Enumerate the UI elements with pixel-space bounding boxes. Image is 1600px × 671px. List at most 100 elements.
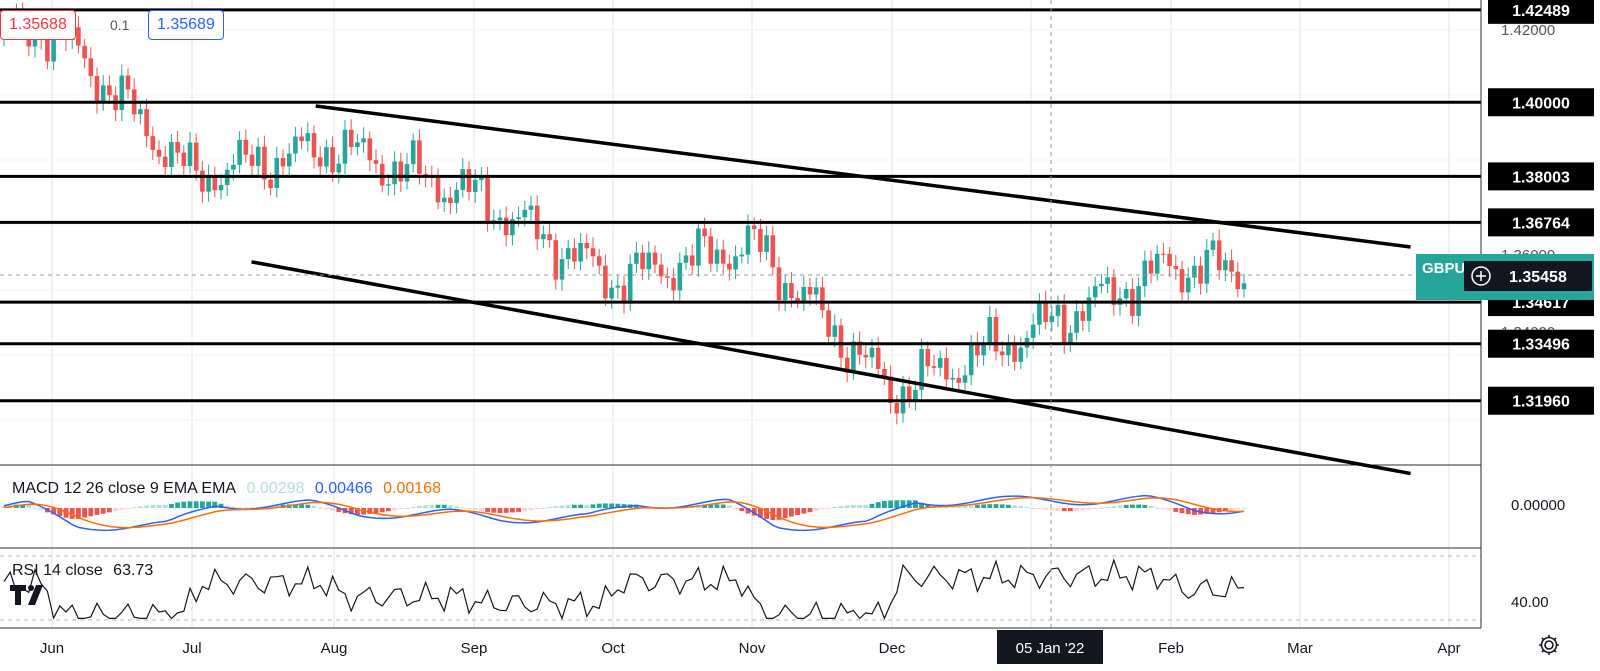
- candle-body: [1173, 266, 1179, 270]
- candle-body: [255, 146, 261, 166]
- candle-body: [615, 285, 621, 288]
- candle-body: [100, 85, 106, 104]
- macd-histogram-bar: [1192, 508, 1197, 515]
- macd-histogram-bar: [925, 504, 931, 508]
- candle-body: [88, 58, 94, 77]
- macd-histogram-bar: [454, 506, 459, 508]
- candle-body: [968, 343, 974, 376]
- macd-histogram-bar: [919, 502, 924, 508]
- candle-body: [541, 234, 546, 240]
- candle-body: [1006, 344, 1011, 356]
- candle-body: [621, 285, 627, 304]
- macd-histogram-bar: [1117, 505, 1123, 508]
- candle-body: [330, 147, 335, 173]
- macd-histogram-bar: [832, 507, 838, 509]
- macd-histogram-bar: [1111, 506, 1117, 508]
- macd-signal-value: 0.00168: [383, 480, 441, 497]
- candle-body: [119, 75, 125, 111]
- candle-body: [497, 217, 503, 221]
- macd-histogram-bar: [1099, 507, 1104, 509]
- time-label: Dec: [879, 640, 906, 657]
- time-label: Mar: [1287, 640, 1313, 657]
- candle-body: [348, 129, 354, 147]
- macd-histogram-bar: [1092, 508, 1098, 509]
- candle-body: [1241, 283, 1247, 290]
- macd-histogram-bar: [231, 506, 236, 508]
- time-axis[interactable]: Jun Jul Aug Sep Oct Nov Dec 05 Jan '22 F…: [0, 627, 1600, 671]
- candle-body: [658, 264, 664, 277]
- macd-histogram-bar: [429, 504, 435, 508]
- buy-price-button[interactable]: 1.35689: [148, 10, 224, 40]
- gear-icon[interactable]: [1536, 632, 1562, 658]
- candle-body: [94, 76, 100, 104]
- candle-body: [553, 240, 559, 280]
- level-label-bg: [1488, 0, 1594, 24]
- candle-body: [454, 189, 459, 204]
- macd-histogram-bar: [88, 508, 94, 517]
- macd-histogram-bar: [119, 508, 125, 510]
- time-label: Nov: [739, 640, 766, 657]
- macd-histogram-bar: [714, 504, 720, 508]
- macd-histogram-bar: [702, 504, 707, 508]
- macd-histogram-bar: [1161, 508, 1166, 510]
- macd-histogram-bar: [745, 508, 751, 514]
- horizontal-levels[interactable]: [0, 8, 1481, 403]
- level-labels: 1.424891.400001.380031.367641.346171.334…: [1488, 0, 1594, 415]
- macd-histogram-bar: [1061, 508, 1067, 512]
- macd-histogram-bar: [565, 504, 571, 508]
- plus-circle-icon[interactable]: [1471, 266, 1491, 286]
- candle-body: [894, 402, 900, 414]
- candle-body: [231, 164, 236, 170]
- rsi-legend[interactable]: RSI 14 close 63.73: [12, 562, 159, 580]
- candle-body: [888, 376, 893, 403]
- crosshair-date: 05 Jan '22: [1016, 640, 1085, 657]
- macd-histogram-bar: [950, 506, 955, 508]
- macd-histogram-bar: [181, 501, 187, 508]
- macd-histogram-bar: [224, 505, 230, 508]
- macd-histogram-bar: [212, 501, 218, 508]
- macd-histogram-bar: [1235, 508, 1241, 509]
- candle-body: [528, 205, 534, 210]
- candle-body: [1061, 304, 1067, 344]
- macd-histogram-bar: [640, 506, 645, 508]
- candle-body: [572, 248, 577, 262]
- sell-price-button[interactable]: 1.35688: [0, 10, 76, 40]
- candle-body: [875, 347, 881, 369]
- candle-body: [999, 351, 1005, 356]
- macd-histogram-bar: [187, 501, 193, 508]
- macd-histogram-bar: [249, 507, 255, 509]
- candle-body: [950, 377, 955, 380]
- candle-body: [76, 27, 81, 46]
- macd-histogram-bar: [57, 508, 63, 517]
- macd-legend[interactable]: MACD 12 26 close 9 EMA EMA 0.00298 0.004…: [12, 480, 447, 498]
- candle-body: [398, 161, 404, 182]
- channel-lower-line: [251, 260, 1411, 476]
- macd-histogram-bar: [82, 508, 87, 518]
- candle-body: [460, 169, 466, 190]
- rsi-line: [3, 558, 1245, 621]
- trend-channel[interactable]: [251, 104, 1411, 476]
- macd-histogram-bar: [156, 504, 162, 508]
- candle-body: [466, 169, 472, 193]
- candle-body: [479, 176, 484, 180]
- macd-histogram-bar: [175, 502, 180, 508]
- candle-body: [435, 178, 441, 203]
- candle-body: [361, 138, 366, 143]
- macd-histogram-bar: [324, 508, 329, 510]
- macd-histogram-bar: [801, 508, 807, 514]
- macd-histogram-bar: [466, 508, 472, 509]
- macd-histogram-bar: [330, 508, 335, 511]
- level-label: 1.36764: [1512, 215, 1570, 232]
- macd-histogram-bar: [317, 507, 323, 509]
- macd-hist-value: 0.00298: [246, 480, 305, 497]
- candle-body: [410, 140, 416, 165]
- candle-body: [789, 283, 794, 299]
- macd-histogram-bar: [968, 505, 974, 508]
- candle-body: [708, 236, 714, 264]
- candle-body: [417, 140, 422, 174]
- candle-body: [1123, 289, 1129, 299]
- macd-histogram-bar: [1055, 508, 1061, 511]
- macd-histogram-bar: [572, 504, 577, 508]
- macd-histogram-bar: [1030, 507, 1036, 509]
